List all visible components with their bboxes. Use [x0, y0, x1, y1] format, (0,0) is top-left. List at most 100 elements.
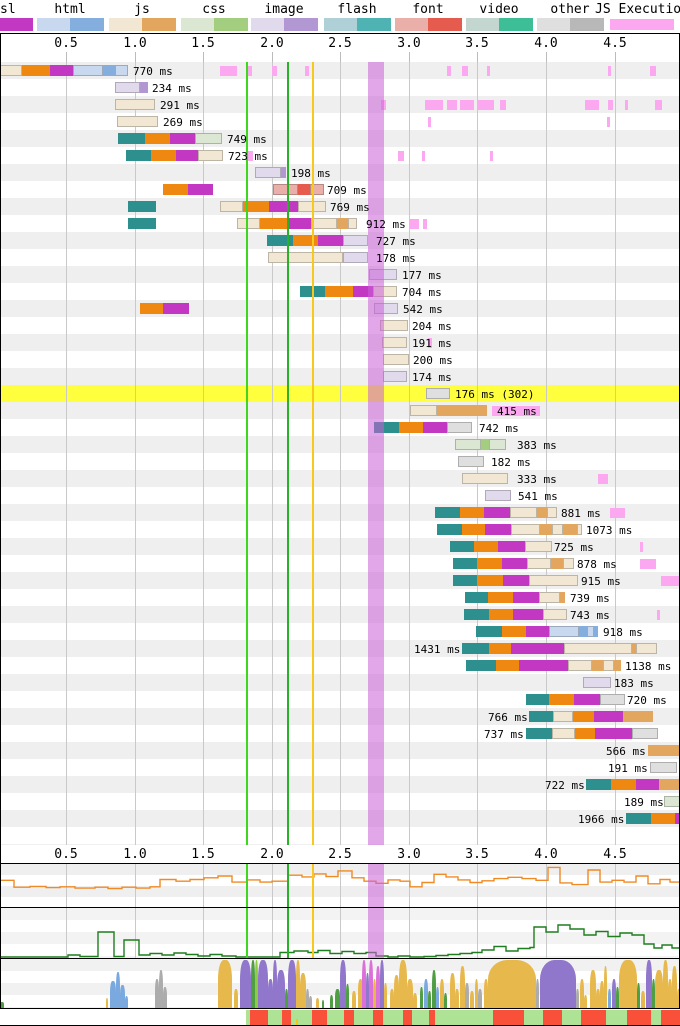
request-bar-segment-jsL[interactable] — [117, 116, 158, 127]
request-bar-segment-con[interactable] — [477, 575, 503, 586]
request-bar-segment-jsL[interactable] — [383, 354, 409, 365]
request-bar-segment-ssl[interactable] — [502, 558, 527, 569]
request-bar-segment-ssl[interactable] — [526, 626, 549, 637]
request-bar-segment-jsL[interactable] — [348, 218, 357, 229]
request-bar-segment-ssl[interactable] — [485, 524, 511, 535]
request-bar-segment-ssl[interactable] — [170, 133, 195, 144]
request-bar-segment-dns[interactable] — [526, 728, 552, 739]
request-bar-segment-con[interactable] — [462, 524, 485, 535]
request-bar-segment-jsD[interactable] — [337, 218, 348, 229]
request-bar-segment-fontL[interactable] — [273, 184, 298, 195]
request-bar-segment-dns[interactable] — [450, 541, 474, 552]
request-bar-segment-con[interactable] — [489, 609, 513, 620]
request-bar-segment-jsD[interactable] — [659, 779, 680, 790]
request-bar-segment-dns[interactable] — [462, 643, 489, 654]
request-bar-segment-jsL[interactable] — [511, 524, 540, 535]
request-bar-segment-jsL[interactable] — [552, 728, 575, 739]
request-bar-segment-othL[interactable] — [458, 456, 484, 467]
request-bar-segment-jsD[interactable] — [560, 592, 565, 603]
request-bar-segment-dns[interactable] — [435, 507, 460, 518]
request-bar-segment-htmlL[interactable] — [549, 626, 579, 637]
request-bar-segment-jsL[interactable] — [603, 660, 614, 671]
request-bar-segment-cssD[interactable] — [481, 439, 489, 450]
request-bar-segment-con[interactable] — [145, 133, 170, 144]
request-bar-segment-con[interactable] — [651, 813, 675, 824]
request-bar-segment-jsD[interactable] — [537, 507, 547, 518]
request-bar-segment-ssl[interactable] — [176, 150, 198, 161]
request-bar-segment-othL[interactable] — [650, 762, 677, 773]
request-bar-segment-jsL[interactable] — [543, 609, 567, 620]
request-bar-segment-jsL[interactable] — [462, 473, 508, 484]
request-bar-segment-jsL[interactable] — [115, 99, 155, 110]
request-bar-segment-dns[interactable] — [529, 711, 553, 722]
request-bar-segment-con[interactable] — [140, 303, 163, 314]
request-bar-segment-ssl[interactable] — [675, 813, 680, 824]
request-bar-segment-jsD[interactable] — [551, 558, 563, 569]
request-bar-segment-jsL[interactable] — [552, 524, 563, 535]
request-bar-segment-dns[interactable] — [126, 150, 151, 161]
request-bar-segment-jsD[interactable] — [540, 524, 552, 535]
request-bar-segment-con[interactable] — [502, 626, 526, 637]
request-bar-segment-con[interactable] — [611, 779, 636, 790]
request-bar-segment-ssl[interactable] — [163, 303, 189, 314]
request-bar-segment-othL[interactable] — [447, 422, 472, 433]
request-bar-segment-fontD[interactable] — [298, 184, 310, 195]
request-bar-segment-con[interactable] — [549, 694, 574, 705]
request-bar-segment-con[interactable] — [573, 711, 594, 722]
request-bar-segment-jsL[interactable] — [237, 218, 260, 229]
request-bar-segment-jsD[interactable] — [563, 524, 577, 535]
request-bar-segment-jsL[interactable] — [636, 643, 657, 654]
request-bar-segment-con[interactable] — [293, 235, 318, 246]
request-bar-segment-ssl[interactable] — [188, 184, 213, 195]
request-bar-segment-dns[interactable] — [626, 813, 651, 824]
request-bar-segment-ssl[interactable] — [519, 660, 568, 671]
request-bar-segment-ssl[interactable] — [318, 235, 343, 246]
request-bar-segment-ssl[interactable] — [513, 609, 543, 620]
request-bar-segment-jsL[interactable] — [553, 711, 573, 722]
request-bar-segment-ssl[interactable] — [484, 507, 510, 518]
request-bar-segment-con[interactable] — [460, 507, 484, 518]
request-bar-segment-jsL[interactable] — [525, 541, 552, 552]
request-bar-segment-jsD[interactable] — [623, 711, 653, 722]
request-bar-segment-jsD[interactable] — [592, 660, 603, 671]
request-bar-segment-dns[interactable] — [586, 779, 611, 790]
request-bar-segment-imgL[interactable] — [383, 371, 407, 382]
request-bar-segment-jsL[interactable] — [527, 558, 551, 569]
request-bar-segment-htmlD[interactable] — [103, 65, 115, 76]
request-bar-segment-dns[interactable] — [464, 609, 489, 620]
request-bar-segment-imgL[interactable] — [343, 235, 368, 246]
request-bar-segment-dns[interactable] — [374, 422, 399, 433]
request-bar-segment-imgD[interactable] — [281, 167, 286, 178]
request-bar-segment-dns[interactable] — [128, 201, 156, 212]
request-bar-segment-con[interactable] — [488, 592, 513, 603]
request-bar-segment-ssl[interactable] — [503, 575, 529, 586]
request-bar-segment-dns[interactable] — [526, 694, 549, 705]
request-bar-segment-ssl[interactable] — [353, 286, 373, 297]
request-bar-segment-dns[interactable] — [267, 235, 293, 246]
request-bar-segment-cssL[interactable] — [195, 133, 222, 144]
request-bar-segment-con[interactable] — [399, 422, 423, 433]
request-bar-segment-jsL[interactable] — [564, 643, 632, 654]
request-bar-segment-jsL[interactable] — [410, 405, 437, 416]
request-bar-segment-con[interactable] — [22, 65, 50, 76]
request-bar-segment-dns[interactable] — [476, 626, 502, 637]
request-bar-segment-ssl[interactable] — [636, 779, 659, 790]
request-bar-segment-htmlD[interactable] — [579, 626, 587, 637]
request-bar-segment-jsL[interactable] — [547, 507, 557, 518]
request-bar-segment-con[interactable] — [474, 541, 498, 552]
request-bar-segment-jsL[interactable] — [220, 201, 243, 212]
request-bar-segment-ssl[interactable] — [50, 65, 73, 76]
request-bar-segment-con[interactable] — [325, 286, 353, 297]
request-bar-segment-othL[interactable] — [600, 694, 625, 705]
request-bar-segment-jsD[interactable] — [614, 660, 621, 671]
request-bar-segment-imgD[interactable] — [140, 82, 148, 93]
request-bar-segment-jsL[interactable] — [510, 507, 537, 518]
request-bar-segment-ssl[interactable] — [423, 422, 447, 433]
request-bar-segment-othL[interactable] — [632, 728, 658, 739]
request-bar-segment-ssl[interactable] — [513, 592, 539, 603]
request-bar-segment-imgL[interactable] — [485, 490, 511, 501]
request-bar-segment-con[interactable] — [243, 201, 269, 212]
request-bar-segment-htmlL[interactable] — [73, 65, 103, 76]
request-bar-segment-con[interactable] — [477, 558, 502, 569]
request-bar-segment-fontL[interactable] — [310, 184, 324, 195]
